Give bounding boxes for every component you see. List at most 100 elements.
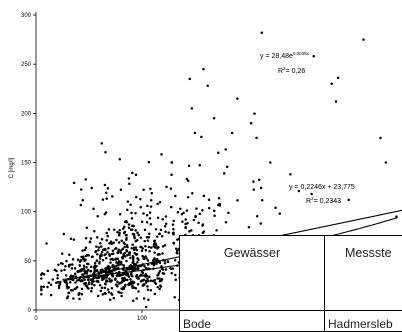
data-point	[93, 271, 96, 274]
data-point	[112, 249, 115, 252]
data-point	[161, 235, 164, 238]
header-gewaesser: Gewässer	[180, 236, 325, 311]
data-point	[143, 297, 146, 300]
linear-equation-label: y = 0,2246x + 23,775 R2= 0,2343	[289, 184, 355, 205]
data-point	[141, 249, 144, 252]
data-point	[131, 172, 134, 175]
data-point	[113, 229, 116, 232]
data-point	[77, 258, 80, 261]
data-point	[50, 284, 53, 287]
header-messstelle: Messste	[325, 236, 402, 311]
data-point	[114, 277, 117, 280]
data-point	[150, 199, 153, 202]
data-point	[109, 299, 112, 302]
data-point	[101, 238, 104, 241]
data-point	[149, 217, 152, 220]
data-point	[118, 229, 121, 232]
data-point	[310, 193, 313, 196]
data-point	[236, 199, 239, 202]
linear-r2-value: = 0,2343	[314, 198, 342, 205]
data-point	[161, 218, 164, 221]
data-point	[83, 267, 86, 270]
data-point	[135, 287, 138, 290]
data-point	[201, 209, 204, 212]
y-tick-label: 300	[21, 13, 32, 19]
data-point	[150, 246, 153, 249]
data-point	[89, 278, 92, 281]
data-point	[84, 271, 87, 274]
data-point	[200, 136, 203, 139]
data-point	[106, 251, 109, 254]
data-point	[70, 275, 73, 278]
data-point	[113, 297, 116, 300]
data-point	[167, 231, 170, 234]
data-point	[102, 198, 105, 201]
data-point	[66, 287, 69, 290]
data-point	[85, 246, 88, 249]
data-point	[131, 225, 134, 228]
data-point	[119, 158, 122, 161]
data-point	[72, 258, 75, 261]
data-point	[147, 280, 150, 283]
data-point	[108, 291, 111, 294]
data-point	[74, 272, 77, 275]
data-point	[106, 235, 109, 238]
data-point	[73, 238, 76, 241]
data-point	[109, 258, 112, 261]
data-point	[253, 188, 256, 191]
cell-gewaesser: Bode	[180, 311, 325, 332]
data-point	[203, 230, 206, 233]
data-point	[111, 195, 114, 198]
data-point	[106, 280, 109, 283]
data-point	[148, 161, 151, 164]
cell-messstelle: Hadmersleb	[325, 311, 402, 332]
data-point	[118, 282, 121, 285]
data-point	[111, 293, 114, 296]
data-point	[104, 267, 107, 270]
data-point	[72, 275, 75, 278]
data-point	[129, 203, 132, 206]
data-point	[155, 262, 158, 265]
data-point	[126, 254, 129, 256]
data-point	[65, 260, 68, 263]
data-point	[100, 253, 103, 256]
data-point	[153, 251, 156, 254]
data-point	[134, 212, 137, 215]
data-point	[118, 234, 121, 237]
data-point	[46, 286, 49, 289]
data-point	[224, 148, 227, 151]
data-point	[40, 274, 43, 277]
data-point	[147, 239, 150, 242]
data-point	[170, 161, 173, 164]
data-point	[112, 258, 115, 261]
data-point	[130, 228, 133, 231]
data-point	[105, 257, 108, 260]
data-point	[170, 268, 173, 271]
data-point	[158, 272, 161, 275]
data-point	[107, 247, 110, 250]
data-point	[117, 264, 120, 267]
data-point	[136, 239, 139, 242]
data-point	[114, 258, 117, 261]
data-point	[253, 112, 256, 115]
data-point	[90, 270, 93, 273]
data-point	[153, 264, 156, 267]
data-point	[335, 100, 338, 103]
data-point	[269, 161, 272, 164]
data-point	[98, 246, 101, 249]
data-point	[147, 259, 150, 262]
data-point	[122, 286, 125, 289]
data-point	[172, 220, 175, 223]
data-point	[75, 287, 78, 290]
data-point	[130, 280, 133, 283]
data-point	[289, 173, 292, 176]
y-tick-label: 150	[21, 161, 32, 167]
data-point	[101, 251, 104, 254]
data-point	[90, 237, 93, 240]
data-point	[312, 55, 315, 58]
data-point	[158, 253, 161, 256]
data-point	[105, 192, 108, 195]
data-point	[170, 272, 173, 275]
data-point	[86, 263, 89, 266]
